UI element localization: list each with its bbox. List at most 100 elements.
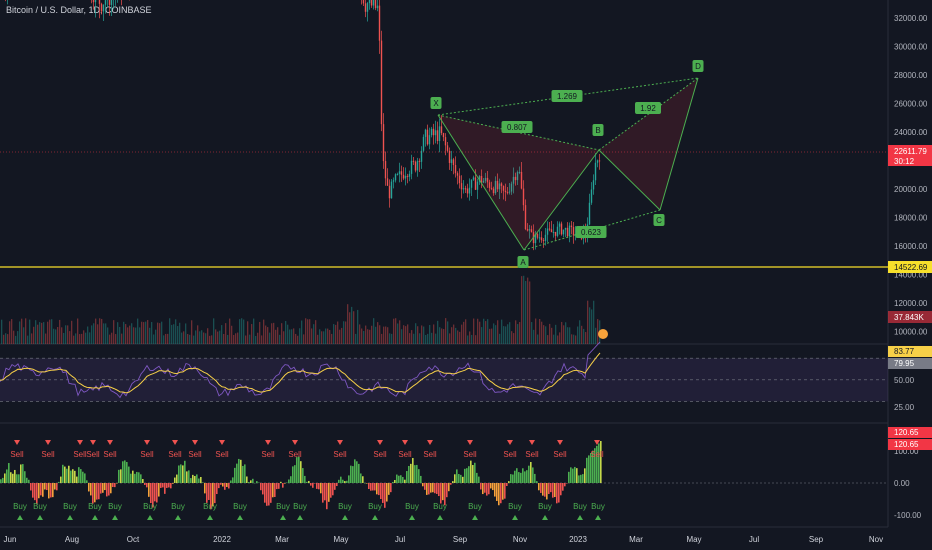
volume-bar [233,334,235,344]
volume-bar [337,321,339,344]
oscillator-bar [128,466,130,483]
candle-body [406,175,409,177]
oscillator-bar [32,483,34,498]
oscillator-bar [580,474,582,483]
volume-bar [597,319,599,344]
volume-bar [187,334,189,344]
volume-bar [345,321,347,344]
candle-body [98,0,101,4]
volume-bar [267,327,269,344]
volume-bar [97,324,99,344]
candle-body [504,190,507,193]
ratio-xb-label-box [501,121,533,133]
volume-bar [355,333,357,344]
oscillator-bar [316,483,318,489]
candle-body [458,175,461,184]
volume-bar [155,329,157,344]
volume-bar [417,326,419,344]
volume-bar [231,325,233,344]
volume-bar [439,327,441,344]
x-axis-label: Mar [629,535,643,544]
volume-bar [491,328,493,344]
oscillator-bar [140,474,142,483]
volume-bar [565,322,567,344]
candle-body [494,180,497,194]
volume-bar [249,334,251,344]
oscillator-bar [248,481,250,483]
oscillator-bar [526,470,528,483]
oscillator-bar [244,464,246,483]
candle-body [426,129,429,145]
sell-arrow [14,440,20,445]
oscillator-bar [242,465,244,483]
oscillator-bar [262,483,264,495]
oscillator-bar [590,453,592,483]
volume-bar [475,335,477,344]
volume-bar [319,329,321,344]
oscillator-bar [510,474,512,483]
volume-bar [537,334,539,344]
oscillator-bar [292,466,294,483]
volume-bar [141,321,143,344]
volume-bar [503,326,505,344]
point-a-label-box [517,256,529,268]
oscillator-bar [542,483,544,496]
oscillator-bar [36,483,38,505]
candle-body [546,228,549,235]
volume-bar [399,320,401,344]
oscillator-bar [378,483,380,496]
oscillator-bar [324,483,326,501]
volume-bar [213,318,215,344]
volume-bar [363,331,365,344]
point-b-label-box [592,124,604,136]
volume-bar [415,323,417,344]
volume-bar [125,324,127,344]
sell-arrow [427,440,433,445]
volume-bar [289,329,291,344]
candle-body [484,177,487,181]
rsi-signal-tag: 79.95 [894,359,915,368]
volume-bar [27,335,29,344]
volume-bar [31,333,33,344]
oscillator-bar [158,483,160,497]
oscillator-bar [114,483,116,488]
osc-tag-b-bg [888,439,932,450]
candle-body [592,180,595,190]
x-axis-label: 2023 [569,535,587,544]
oscillator-bar [574,466,576,483]
oscillator-bar [164,483,166,494]
oscillator-bar [304,475,306,483]
oscillator-bar [452,481,454,483]
volume-bar [279,334,281,344]
oscillator-bar [16,474,18,483]
oscillator-bar [234,467,236,483]
volume-bar [69,331,71,344]
volume-bar [569,327,571,344]
oscillator-bar [492,483,494,491]
oscillator-bar [142,479,144,483]
buy-arrow [175,515,181,520]
volume-bar [291,329,293,344]
volume-bar [495,325,497,344]
volume-bar [9,321,11,344]
volume-bar [465,319,467,344]
oscillator-bar [282,483,284,488]
candle-body [572,227,575,236]
volume-bar [287,324,289,344]
oscillator-bar [432,483,434,493]
volume-bar [241,318,243,344]
point-c-label: C [656,216,662,225]
candle-body [442,133,445,138]
volume-bar [325,328,327,344]
oscillator-bar [554,483,556,498]
oscillator-bar [520,472,522,483]
oscillator-bar [130,473,132,483]
oscillator-bar [60,476,62,483]
volume-bar [393,318,395,344]
volume-bar [555,324,557,344]
volume-bar [235,333,237,344]
volume-bar [251,324,253,344]
sell-arrow [337,440,343,445]
buy-signal-label: Buy [33,502,47,511]
